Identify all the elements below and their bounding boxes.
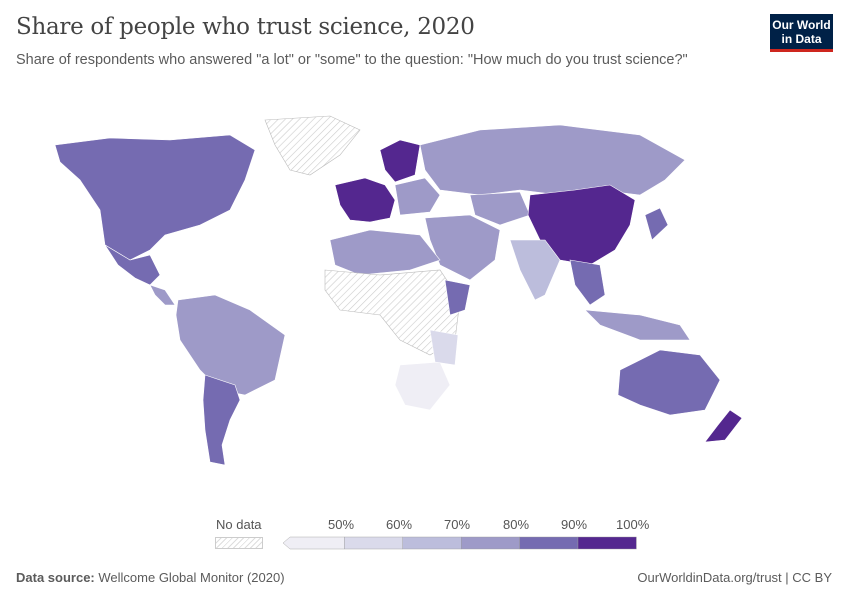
region-china[interactable] — [527, 184, 636, 266]
region-russia[interactable] — [419, 124, 686, 196]
region-canada-usa[interactable] — [54, 134, 256, 261]
legend-bin-5[interactable] — [577, 536, 637, 550]
footer-link[interactable]: OurWorldinData.org/trust | CC BY — [637, 570, 832, 585]
legend-bin-0[interactable] — [282, 536, 345, 550]
region-central-america[interactable] — [149, 284, 176, 306]
chart-title: Share of people who trust science, 2020 — [16, 14, 475, 40]
chart-subtitle: Share of respondents who answered "a lot… — [16, 52, 688, 68]
legend-no-data-swatch — [215, 537, 263, 549]
region-japan-korea[interactable] — [644, 207, 669, 241]
region-scandinavia[interactable] — [379, 139, 421, 183]
region-southern-africa[interactable] — [394, 361, 451, 411]
region-south-america-north[interactable] — [175, 294, 286, 396]
legend-bin-1[interactable] — [344, 536, 404, 550]
legend-bin-4[interactable] — [519, 536, 579, 550]
region-se-asia[interactable] — [569, 259, 606, 306]
region-north-africa[interactable] — [329, 229, 441, 276]
region-india[interactable] — [509, 239, 561, 301]
source-text: Wellcome Global Monitor (2020) — [98, 570, 285, 585]
region-mexico[interactable] — [104, 244, 161, 286]
region-south-east-africa[interactable] — [429, 329, 459, 366]
legend-tick-100: 100% — [616, 517, 650, 532]
region-greenland[interactable] — [264, 115, 361, 176]
source-label: Data source: — [16, 570, 95, 585]
legend-bin-3[interactable] — [460, 536, 520, 550]
region-east-africa[interactable] — [444, 279, 471, 316]
owid-logo[interactable]: Our World in Data — [770, 14, 833, 52]
legend-tick-70: 70% — [444, 517, 471, 532]
region-middle-east[interactable] — [424, 214, 501, 281]
region-west-central-africa[interactable] — [324, 269, 461, 356]
legend-tick-80: 80% — [503, 517, 530, 532]
legend-color-scale — [282, 536, 637, 550]
region-central-asia[interactable] — [469, 191, 531, 226]
region-new-zealand[interactable] — [704, 409, 743, 443]
region-indonesia[interactable] — [584, 309, 691, 341]
logo-text: Our World in Data — [772, 18, 831, 46]
legend-tick-60: 60% — [386, 517, 413, 532]
data-source: Data source: Wellcome Global Monitor (20… — [16, 570, 285, 585]
legend-tick-50: 50% — [328, 517, 355, 532]
region-argentina-chile[interactable] — [202, 374, 241, 466]
region-australia[interactable] — [617, 349, 721, 416]
legend-no-data-label: No data — [216, 517, 262, 532]
legend-tick-90: 90% — [561, 517, 588, 532]
world-map — [54, 115, 743, 466]
region-western-europe[interactable] — [334, 177, 396, 223]
legend-bin-2[interactable] — [402, 536, 462, 550]
region-eastern-europe[interactable] — [394, 177, 441, 216]
